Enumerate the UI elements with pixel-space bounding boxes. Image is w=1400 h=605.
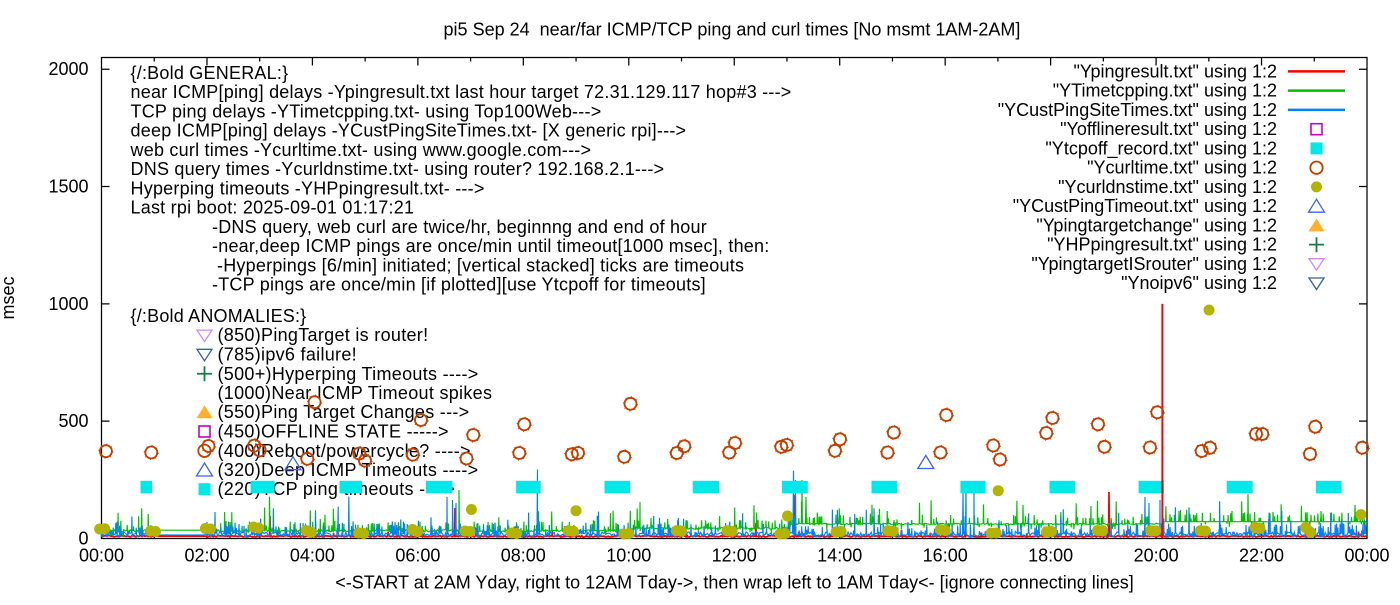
svg-text:04:00: 04:00 xyxy=(290,546,335,566)
svg-text:"Ycurldnstime.txt" using 1:2: "Ycurldnstime.txt" using 1:2 xyxy=(1058,177,1277,197)
svg-text:"YHPpingresult.txt" using 1:2: "YHPpingresult.txt" using 1:2 xyxy=(1047,235,1277,255)
svg-text:DNS query times -Ycurldnstime.: DNS query times -Ycurldnstime.txt- using… xyxy=(131,159,665,179)
svg-text:msec: msec xyxy=(0,276,18,319)
svg-text:1500: 1500 xyxy=(48,177,88,197)
svg-text:"Ycurltime.txt" using 1:2: "Ycurltime.txt" using 1:2 xyxy=(1087,158,1277,178)
svg-text:-DNS query, web curl are twice: -DNS query, web curl are twice/hr, begin… xyxy=(212,217,707,237)
svg-text:near ICMP[ping] delays -Ypingr: near ICMP[ping] delays -Ypingresult.txt … xyxy=(131,82,792,102)
svg-text:{/:Bold ANOMALIES:}: {/:Bold ANOMALIES:} xyxy=(131,306,307,326)
svg-text:(550)Ping Target Changes --->: (550)Ping Target Changes ---> xyxy=(218,402,470,422)
svg-text:TCP ping delays -YTimetcpping.: TCP ping delays -YTimetcpping.txt- using… xyxy=(131,101,602,121)
svg-text:1000: 1000 xyxy=(48,294,88,314)
svg-text:(1000)Near ICMP Timeout spikes: (1000)Near ICMP Timeout spikes xyxy=(218,383,493,403)
svg-text:"YTimetcpping.txt" using 1:2: "YTimetcpping.txt" using 1:2 xyxy=(1053,81,1277,101)
svg-text:"YpingtargetISrouter" using 1:: "YpingtargetISrouter" using 1:2 xyxy=(1031,254,1277,274)
svg-text:(220)TCP ping timeouts ---->: (220)TCP ping timeouts ----> xyxy=(218,479,456,499)
svg-text:02:00: 02:00 xyxy=(184,546,229,566)
svg-text:10:00: 10:00 xyxy=(606,546,651,566)
svg-text:16:00: 16:00 xyxy=(923,546,968,566)
svg-text:-near,deep ICMP pings are once: -near,deep ICMP pings are once/min until… xyxy=(212,236,770,256)
svg-text:web curl times -Ycurltime.txt-: web curl times -Ycurltime.txt- using www… xyxy=(130,140,592,160)
svg-text:-TCP pings are once/min [if pl: -TCP pings are once/min [if plotted][use… xyxy=(212,275,706,295)
svg-text:{/:Bold GENERAL:}: {/:Bold GENERAL:} xyxy=(131,63,289,83)
svg-text:Last rpi boot: 2025-09-01 01:1: Last rpi boot: 2025-09-01 01:17:21 xyxy=(131,198,415,218)
svg-text:08:00: 08:00 xyxy=(501,546,546,566)
svg-text:00:00: 00:00 xyxy=(79,546,124,566)
svg-text:pi5 Sep 24 near/far ICMP/TCP: pi5 Sep 24 near/far ICMP/TCP ping and cu… xyxy=(444,20,1021,40)
svg-text:"Yofflineresult.txt" using 1:2: "Yofflineresult.txt" using 1:2 xyxy=(1060,119,1277,139)
svg-text:500: 500 xyxy=(58,411,88,431)
svg-text:(320)Deep ICMP Timeouts ---->: (320)Deep ICMP Timeouts ----> xyxy=(218,460,479,480)
svg-text:"YCustPingTimeout.txt" using 1: "YCustPingTimeout.txt" using 1:2 xyxy=(1013,196,1277,216)
svg-text:12:00: 12:00 xyxy=(712,546,757,566)
svg-text:(785)ipv6 failure!: (785)ipv6 failure! xyxy=(218,345,357,365)
svg-text:"Ypingresult.txt" using 1:2: "Ypingresult.txt" using 1:2 xyxy=(1073,61,1277,81)
svg-text:"Ypingtargetchange" using 1:2: "Ypingtargetchange" using 1:2 xyxy=(1036,215,1277,235)
svg-text:2000: 2000 xyxy=(48,59,88,79)
svg-text:"YCustPingSiteTimes.txt" using: "YCustPingSiteTimes.txt" using 1:2 xyxy=(998,100,1277,120)
svg-text:(500+)Hyperping Timeouts ---->: (500+)Hyperping Timeouts ----> xyxy=(218,364,479,384)
svg-text:22:00: 22:00 xyxy=(1239,546,1284,566)
svg-text:-Hyperpings [6/min] initiated;: -Hyperpings [6/min] initiated; [vertical… xyxy=(217,255,744,275)
svg-text:"Ytcpoff_record.txt" using 1:2: "Ytcpoff_record.txt" using 1:2 xyxy=(1045,138,1277,159)
svg-text:18:00: 18:00 xyxy=(1028,546,1073,566)
svg-text:deep ICMP[ping] delays -YCustP: deep ICMP[ping] delays -YCustPingSiteTim… xyxy=(131,121,687,141)
svg-text:06:00: 06:00 xyxy=(395,546,440,566)
svg-text:"Ynoipv6" using 1:2: "Ynoipv6" using 1:2 xyxy=(1121,273,1277,293)
svg-text:0: 0 xyxy=(78,529,88,549)
svg-text:Hyperping timeouts -YHPpingres: Hyperping timeouts -YHPpingresult.txt- -… xyxy=(131,178,485,198)
svg-text:<-START at 2AM Yday, right to: <-START at 2AM Yday, right to 12AM Tday-… xyxy=(335,573,1134,593)
svg-text:(850)PingTarget is router!: (850)PingTarget is router! xyxy=(218,325,429,345)
svg-text:00:00: 00:00 xyxy=(1344,546,1389,566)
svg-text:(450)OFFLINE STATE ----->: (450)OFFLINE STATE -----> xyxy=(218,422,449,442)
svg-text:14:00: 14:00 xyxy=(817,546,862,566)
svg-text:20:00: 20:00 xyxy=(1134,546,1179,566)
